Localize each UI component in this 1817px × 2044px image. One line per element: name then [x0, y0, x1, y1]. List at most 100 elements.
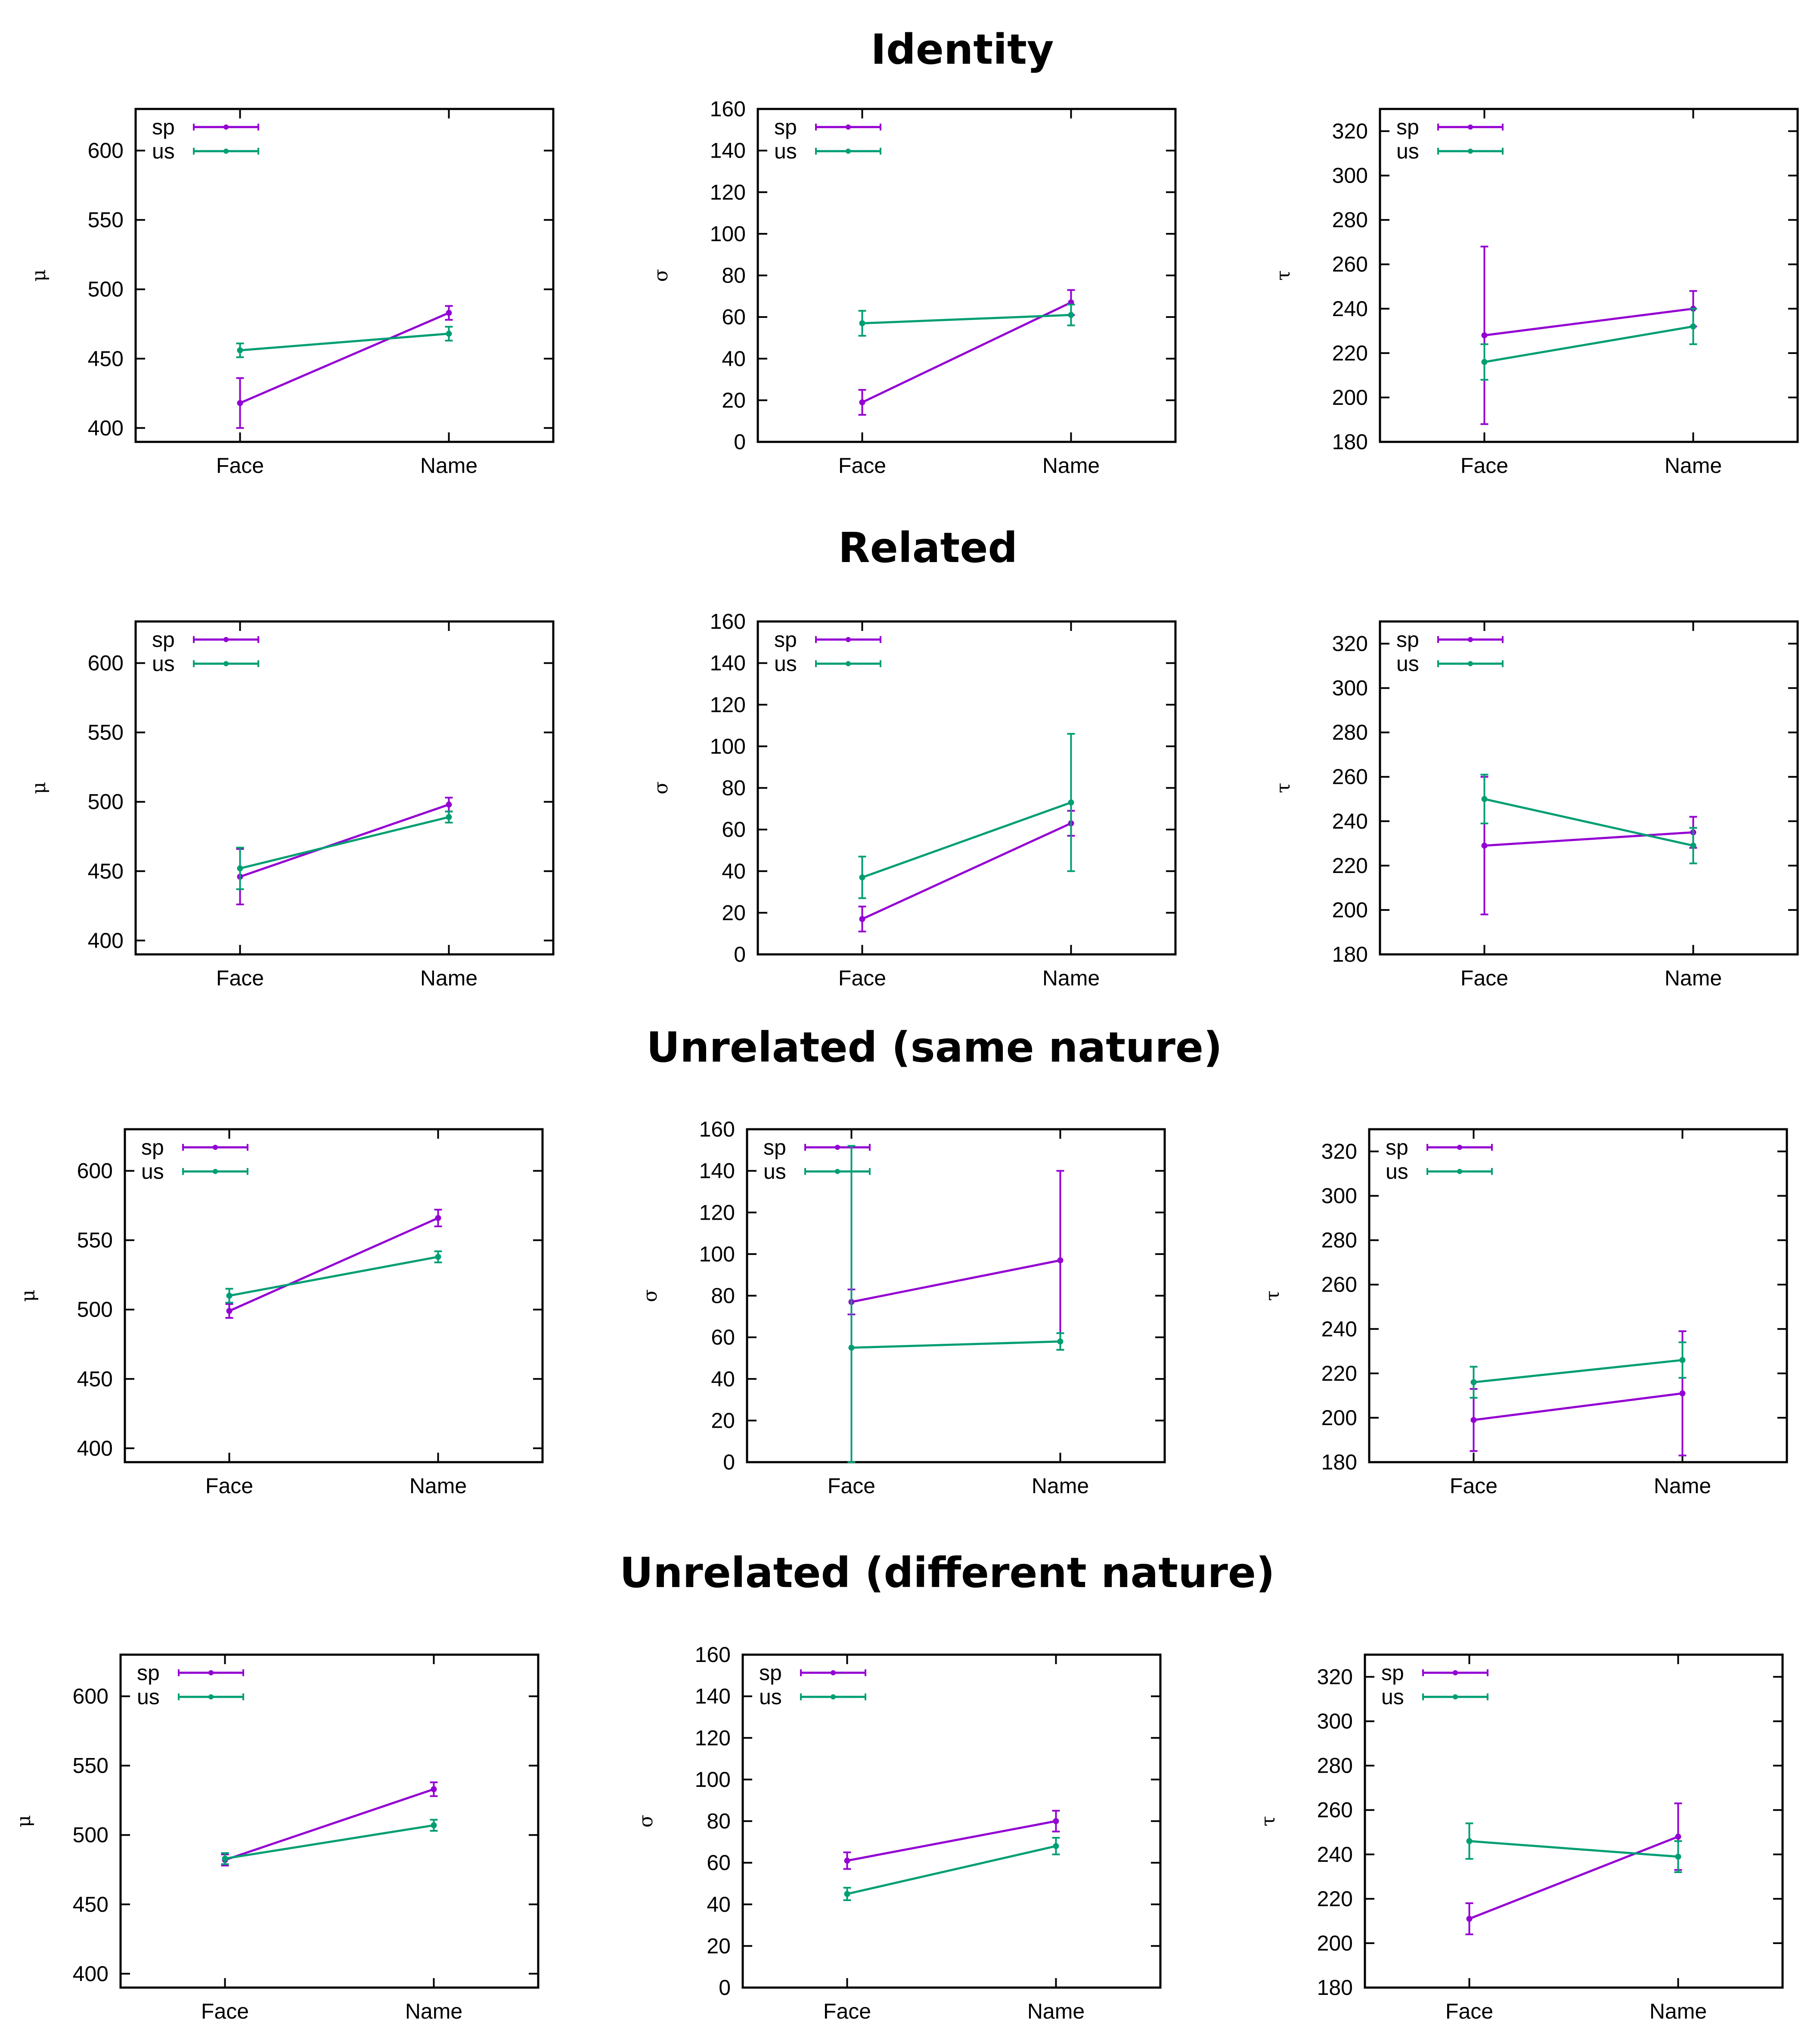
y-axis-label: μ: [13, 1815, 35, 1827]
y-tick-label: 160: [710, 609, 746, 634]
y-axis-label: τ: [1262, 1290, 1284, 1301]
series-line-us: [225, 1824, 434, 1860]
legend-marker-sp: [223, 637, 229, 642]
row-title-related: Related: [838, 524, 1017, 572]
x-category-label-face: Face: [216, 966, 264, 990]
data-point-us: [237, 865, 243, 872]
legend-marker-sp: [208, 1670, 214, 1675]
y-tick-label: 550: [88, 721, 124, 745]
row-title-identity: Identity: [871, 25, 1054, 74]
y-tick-label: 550: [88, 208, 124, 232]
x-category-label-face: Face: [823, 1999, 871, 2023]
data-point-us: [1690, 323, 1696, 330]
series-line-sp: [862, 822, 1072, 920]
series-line-sp: [239, 312, 450, 404]
legend-marker-us: [835, 1169, 840, 1174]
data-point-us: [1068, 799, 1074, 806]
x-category-label-face: Face: [1460, 966, 1508, 990]
y-tick-label: 220: [1332, 854, 1368, 878]
data-point-us: [1481, 796, 1488, 802]
y-tick-label: 220: [1317, 1887, 1353, 1911]
y-tick-label: 500: [73, 1823, 109, 1847]
legend-label-sp: sp: [1381, 1661, 1404, 1685]
legend-marker-us: [1453, 1694, 1458, 1699]
data-point-us: [226, 1292, 233, 1299]
y-tick-label: 220: [1321, 1361, 1357, 1385]
x-category-label-name: Name: [1027, 1999, 1085, 2023]
y-tick-label: 300: [1321, 1184, 1357, 1208]
y-tick-label: 40: [711, 1367, 735, 1391]
y-tick-label: 100: [695, 1768, 731, 1792]
series-line-us: [851, 1340, 1060, 1349]
data-point-sp: [859, 399, 865, 406]
y-tick-label: 60: [711, 1325, 735, 1349]
y-tick-label: 80: [722, 776, 746, 800]
y-tick-label: 280: [1332, 208, 1368, 232]
plot-frame: [741, 1653, 1162, 1989]
y-tick-label: 550: [73, 1754, 109, 1778]
series-line-us: [1473, 1359, 1683, 1383]
y-tick-label: 180: [1321, 1450, 1357, 1474]
y-tick-label: 20: [711, 1408, 735, 1432]
legend-label-us: us: [1381, 1685, 1404, 1709]
y-tick-label: 200: [1317, 1931, 1353, 1955]
y-tick-label: 400: [77, 1436, 113, 1460]
y-tick-label: 320: [1317, 1665, 1353, 1689]
plot-frame: [757, 108, 1177, 443]
legend-marker-sp: [213, 1145, 218, 1150]
y-tick-label: 100: [710, 222, 746, 246]
y-tick-label: 160: [699, 1117, 735, 1141]
y-tick-label: 0: [719, 1976, 731, 2000]
y-tick-label: 80: [711, 1284, 735, 1308]
series-line-us: [1484, 325, 1693, 363]
y-tick-label: 500: [88, 277, 124, 301]
legend-marker-sp: [1468, 637, 1473, 642]
y-tick-label: 550: [77, 1228, 113, 1252]
plot-frame: [1379, 620, 1799, 956]
y-tick-label: 240: [1321, 1317, 1357, 1341]
y-tick-label: 120: [710, 180, 746, 204]
x-category-label-face: Face: [838, 966, 886, 990]
y-tick-label: 450: [88, 347, 124, 371]
y-tick-label: 320: [1321, 1140, 1357, 1164]
legend-marker-us: [1457, 1169, 1462, 1174]
x-category-label-name: Name: [1665, 966, 1722, 990]
y-axis-label: σ: [650, 269, 672, 282]
legend-marker-sp: [1468, 124, 1473, 130]
y-tick-label: 20: [707, 1934, 731, 1958]
data-point-sp: [226, 1308, 233, 1314]
legend-label-sp: sp: [141, 1135, 164, 1159]
data-point-us: [1690, 842, 1696, 849]
y-tick-label: 180: [1332, 942, 1368, 966]
series-line-us: [846, 1845, 1057, 1895]
x-category-label-name: Name: [409, 1474, 467, 1498]
series-line-us: [1469, 1840, 1678, 1858]
y-tick-label: 260: [1332, 765, 1368, 789]
data-point-us: [1470, 1379, 1477, 1385]
y-tick-label: 280: [1332, 721, 1368, 745]
legend-label-us: us: [774, 139, 797, 163]
y-tick-label: 600: [88, 651, 124, 675]
data-point-sp: [1675, 1833, 1681, 1840]
plot-frame: [757, 620, 1177, 956]
y-tick-label: 500: [77, 1298, 113, 1322]
legend-label-sp: sp: [774, 627, 797, 652]
data-point-sp: [446, 801, 452, 808]
legend-label-us: us: [763, 1159, 786, 1184]
x-category-label-name: Name: [1042, 454, 1100, 478]
y-tick-label: 120: [710, 693, 746, 717]
legend-marker-us: [846, 149, 851, 154]
y-tick-label: 500: [88, 790, 124, 814]
data-point-sp: [435, 1215, 441, 1221]
series-line-sp: [1469, 1836, 1679, 1920]
legend-label-us: us: [759, 1685, 782, 1709]
data-point-us: [1675, 1853, 1681, 1860]
y-tick-label: 600: [88, 139, 124, 163]
x-category-label-name: Name: [420, 966, 478, 990]
y-tick-label: 40: [722, 347, 746, 371]
